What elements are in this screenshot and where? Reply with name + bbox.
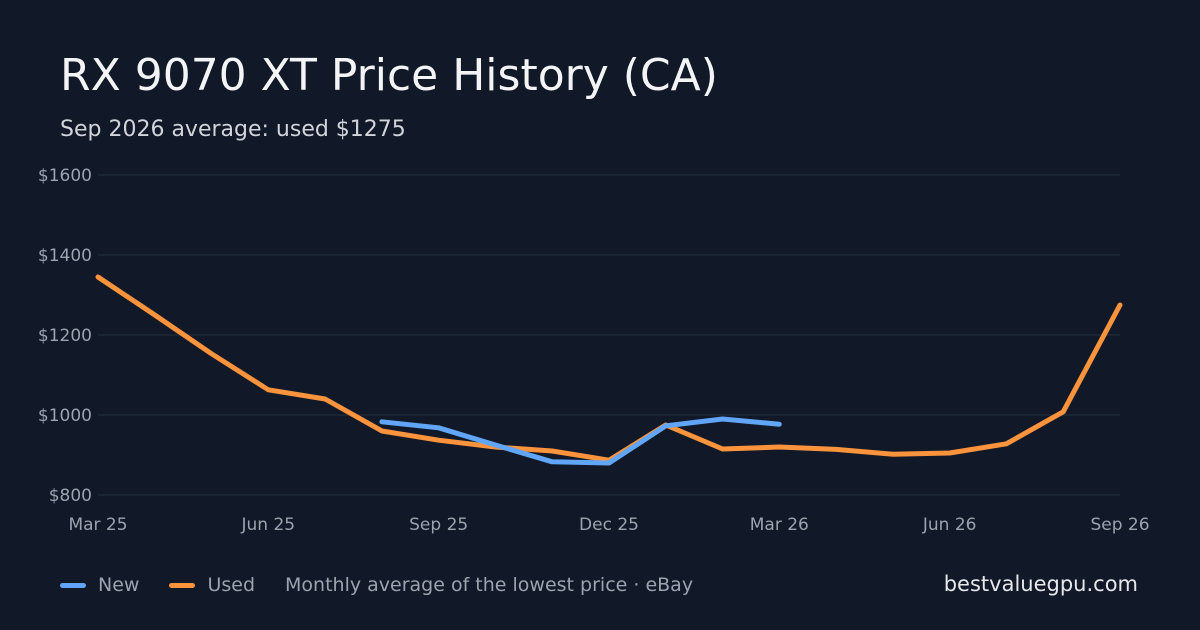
legend-swatch-used xyxy=(169,582,196,588)
legend-item-used: Used xyxy=(169,574,255,596)
y-tick-label: $1200 xyxy=(38,326,92,346)
x-tick-label: Mar 25 xyxy=(68,515,127,535)
x-axis-ticks: Mar 25 Jun 25 Sep 25 Dec 25 Mar 26 Jun 26 Sep … xyxy=(68,515,1149,535)
legend-swatch-new xyxy=(60,582,86,588)
price-chart: $1600 $1400 $1200 $1000 $800 Mar 25 Jun 25 Sep… xyxy=(38,166,1150,535)
legend-item-new: New xyxy=(60,574,139,596)
y-tick-label: $1000 xyxy=(38,406,92,426)
y-tick-label: $800 xyxy=(49,486,92,506)
chart-subtitle: Sep 2026 average: used $1275 xyxy=(60,117,406,142)
x-tick-label: Dec 25 xyxy=(579,515,639,535)
chart-title: RX 9070 XT Price History (CA) xyxy=(60,50,718,101)
y-tick-label: $1600 xyxy=(38,166,92,186)
series-line-new xyxy=(379,416,782,466)
legend-note: Monthly average of the lowest price · eB… xyxy=(285,574,694,596)
x-tick-label: Jun 25 xyxy=(241,515,296,535)
legend-label-used: Used xyxy=(207,574,256,596)
series-lines xyxy=(95,274,1123,466)
y-axis-ticks: $1600 $1400 $1200 $1000 $800 xyxy=(38,166,92,506)
x-tick-label: Sep 26 xyxy=(1090,515,1149,535)
grid-lines xyxy=(98,174,1120,496)
x-tick-label: Sep 25 xyxy=(409,515,468,535)
legend-label-new: New xyxy=(98,574,140,596)
series-line-used xyxy=(95,274,1123,463)
y-tick-label: $1400 xyxy=(38,246,92,266)
legend: New Used Monthly average of the lowest p… xyxy=(60,574,693,596)
x-tick-label: Mar 26 xyxy=(750,515,809,535)
x-tick-label: Jun 26 xyxy=(922,515,977,535)
site-name[interactable]: bestvaluegpu.com xyxy=(943,572,1138,596)
